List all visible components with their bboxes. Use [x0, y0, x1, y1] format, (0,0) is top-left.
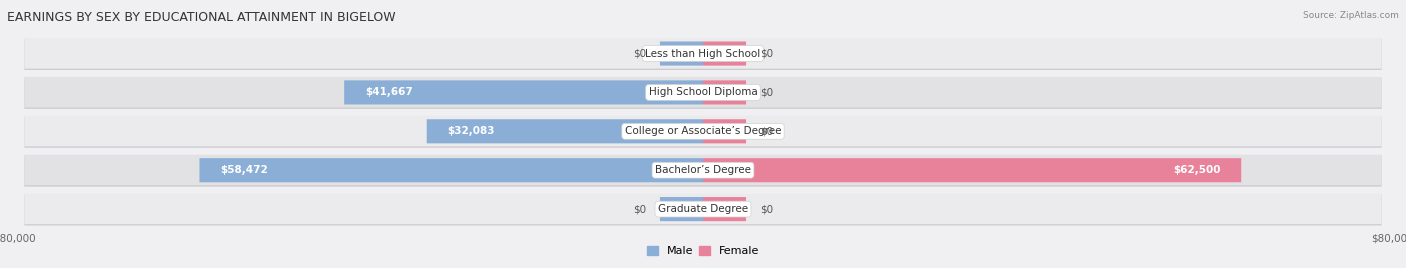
Text: EARNINGS BY SEX BY EDUCATIONAL ATTAINMENT IN BIGELOW: EARNINGS BY SEX BY EDUCATIONAL ATTAINMEN… — [7, 11, 395, 24]
FancyBboxPatch shape — [24, 155, 1382, 185]
FancyBboxPatch shape — [24, 77, 1382, 107]
Text: Less than High School: Less than High School — [645, 49, 761, 58]
FancyBboxPatch shape — [24, 194, 1382, 225]
Legend: Male, Female: Male, Female — [643, 242, 763, 260]
FancyBboxPatch shape — [659, 197, 703, 221]
FancyBboxPatch shape — [703, 80, 747, 105]
Text: $62,500: $62,500 — [1173, 165, 1220, 175]
Text: Bachelor’s Degree: Bachelor’s Degree — [655, 165, 751, 175]
FancyBboxPatch shape — [344, 80, 703, 105]
Text: $0: $0 — [759, 49, 773, 58]
FancyBboxPatch shape — [24, 39, 1382, 70]
FancyBboxPatch shape — [24, 38, 1382, 69]
Text: High School Diploma: High School Diploma — [648, 87, 758, 98]
Text: College or Associate’s Degree: College or Associate’s Degree — [624, 126, 782, 136]
Text: $0: $0 — [759, 204, 773, 214]
FancyBboxPatch shape — [24, 116, 1382, 147]
FancyBboxPatch shape — [703, 158, 1241, 182]
FancyBboxPatch shape — [24, 155, 1382, 187]
Text: Graduate Degree: Graduate Degree — [658, 204, 748, 214]
Text: $0: $0 — [759, 126, 773, 136]
Text: $32,083: $32,083 — [447, 126, 495, 136]
FancyBboxPatch shape — [703, 197, 747, 221]
FancyBboxPatch shape — [659, 42, 703, 66]
Text: $0: $0 — [759, 87, 773, 98]
FancyBboxPatch shape — [24, 193, 1382, 224]
FancyBboxPatch shape — [426, 119, 703, 143]
Text: $41,667: $41,667 — [364, 87, 412, 98]
FancyBboxPatch shape — [703, 119, 747, 143]
FancyBboxPatch shape — [24, 78, 1382, 109]
FancyBboxPatch shape — [703, 42, 747, 66]
Text: $0: $0 — [633, 204, 647, 214]
Text: $0: $0 — [633, 49, 647, 58]
Text: $58,472: $58,472 — [221, 165, 269, 175]
Text: Source: ZipAtlas.com: Source: ZipAtlas.com — [1303, 11, 1399, 20]
FancyBboxPatch shape — [24, 117, 1382, 148]
FancyBboxPatch shape — [200, 158, 703, 182]
